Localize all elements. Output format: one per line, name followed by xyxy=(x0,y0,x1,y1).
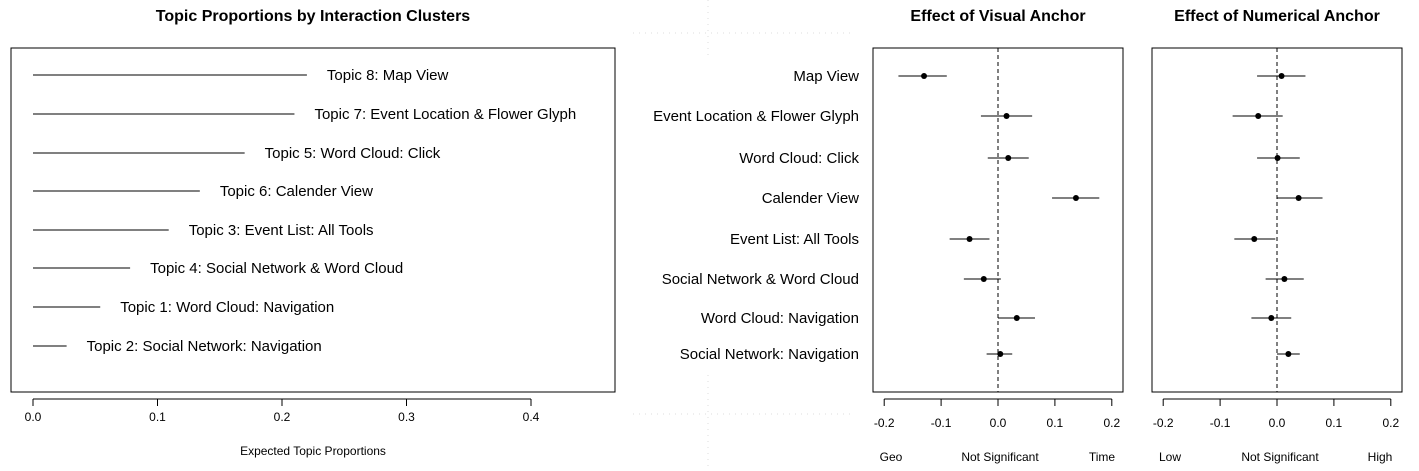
numerical-anchor-title: Effect of Numerical Anchor xyxy=(1174,8,1380,25)
topic-proportions-frame xyxy=(10,47,616,393)
topic-label: Topic 2: Social Network: Navigation xyxy=(87,338,322,355)
effect-category-label: Word Cloud: Click xyxy=(739,150,859,167)
topic-label: Topic 8: Map View xyxy=(327,67,449,84)
numerical-anchor-panel: Effect of Numerical Anchor -0.2 -0.1 0.0 0.… xyxy=(1151,8,1403,464)
numerical-anchor-bottom-label-not-significant: Not Significant xyxy=(1241,450,1319,464)
numerical-anchor-bottom-label-high: High xyxy=(1368,450,1393,464)
topic-bars xyxy=(33,74,307,347)
visual-anchor-x-axis: -0.2 -0.1 0.0 0.1 0.2 xyxy=(874,398,1120,430)
numerical-anchor-x-axis: -0.2 -0.1 0.0 0.1 0.2 xyxy=(1153,398,1399,430)
topic-x-tick-label: 0.1 xyxy=(149,410,166,424)
visual-anchor-title: Effect of Visual Anchor xyxy=(910,8,1085,25)
numerical-anchor-point xyxy=(1268,315,1275,321)
topic-label: Topic 4: Social Network & Word Cloud xyxy=(150,260,403,277)
numerical-anchor-point xyxy=(1274,155,1281,161)
numerical-anchor-point xyxy=(1278,73,1285,79)
visual-anchor-x-tick-label: -0.1 xyxy=(931,416,952,430)
visual-anchor-point xyxy=(1005,155,1012,161)
numerical-anchor-point xyxy=(1285,351,1292,357)
topic-x-tick-label: 0.4 xyxy=(523,410,540,424)
topic-x-axis-label: Expected Topic Proportions xyxy=(240,444,386,458)
numerical-anchor-bottom-label-low: Low xyxy=(1159,450,1181,464)
effect-category-label: Word Cloud: Navigation xyxy=(701,310,859,327)
numerical-anchor-point xyxy=(1281,276,1288,282)
topic-x-tick-label: 0.2 xyxy=(274,410,291,424)
effect-category-label: Event Location & Flower Glyph xyxy=(653,108,859,125)
visual-anchor-point xyxy=(1013,315,1020,321)
topic-label: Topic 1: Word Cloud: Navigation xyxy=(120,299,334,316)
effect-category-label: Social Network & Word Cloud xyxy=(662,271,859,288)
numerical-anchor-x-tick-label: 0.2 xyxy=(1382,416,1399,430)
numerical-anchor-x-tick-label: -0.2 xyxy=(1153,416,1174,430)
topic-x-tick-label: 0.0 xyxy=(25,410,42,424)
effect-category-label: Map View xyxy=(793,68,859,85)
visual-anchor-point xyxy=(966,236,973,242)
visual-anchor-bottom-label-time: Time xyxy=(1089,450,1116,464)
topic-label: Topic 6: Calender View xyxy=(220,183,373,200)
visual-anchor-bottom-label-geo: Geo xyxy=(880,450,903,464)
visual-anchor-x-tick-label: -0.2 xyxy=(874,416,895,430)
visual-anchor-point xyxy=(997,351,1004,357)
visual-anchor-panel: Effect of Visual Anchor -0.2 -0.1 0.0 0.1 0.… xyxy=(872,8,1124,464)
numerical-anchor-point xyxy=(1295,195,1302,201)
visual-anchor-point xyxy=(980,276,987,282)
numerical-anchor-marks xyxy=(1232,48,1323,392)
effect-category-label: Calender View xyxy=(762,190,859,207)
visual-anchor-x-tick-label: 0.1 xyxy=(1047,416,1064,430)
numerical-anchor-point xyxy=(1255,113,1262,119)
visual-anchor-x-tick-label: 0.0 xyxy=(990,416,1007,430)
effect-category-labels: Map View Event Location & Flower Glyph Wor… xyxy=(653,68,859,363)
topic-x-tick-label: 0.3 xyxy=(398,410,415,424)
visual-anchor-point xyxy=(1003,113,1010,119)
effect-category-label: Social Network: Navigation xyxy=(680,346,859,363)
visual-anchor-x-tick-label: 0.2 xyxy=(1103,416,1120,430)
topic-label: Topic 7: Event Location & Flower Glyph xyxy=(314,106,576,123)
visual-anchor-marks xyxy=(898,48,1100,392)
visual-anchor-point xyxy=(921,73,928,79)
topic-label: Topic 5: Word Cloud: Click xyxy=(265,145,441,162)
topic-label: Topic 3: Event List: All Tools xyxy=(189,222,374,239)
topic-proportions-title: Topic Proportions by Interaction Cluster… xyxy=(156,8,471,25)
effect-category-label: Event List: All Tools xyxy=(730,231,859,248)
topic-proportions-panel: Topic Proportions by Interaction Cluster… xyxy=(10,8,616,458)
topic-labels: Topic 8: Map View Topic 7: Event Location… xyxy=(87,67,577,355)
background-artifacts xyxy=(633,0,850,471)
visual-anchor-point xyxy=(1072,195,1079,201)
numerical-anchor-x-tick-label: -0.1 xyxy=(1210,416,1231,430)
numerical-anchor-point xyxy=(1251,236,1258,242)
topic-x-axis: 0.0 0.1 0.2 0.3 0.4 xyxy=(25,398,540,424)
numerical-anchor-x-tick-label: 0.1 xyxy=(1326,416,1343,430)
numerical-anchor-x-tick-label: 0.0 xyxy=(1269,416,1286,430)
visual-anchor-bottom-label-not-significant: Not Significant xyxy=(961,450,1039,464)
